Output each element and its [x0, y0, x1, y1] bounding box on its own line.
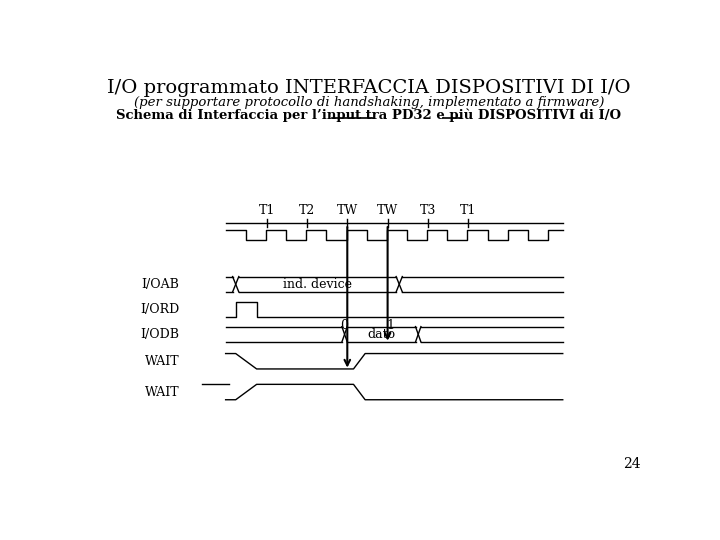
- Text: dato: dato: [367, 328, 395, 341]
- Text: Schema di Interfaccia per l’input tra PD32 e più DISPOSITIVI di I/O: Schema di Interfaccia per l’input tra PD…: [117, 109, 621, 122]
- Text: T2: T2: [299, 204, 315, 217]
- Text: 24: 24: [623, 457, 640, 471]
- Text: WAIT: WAIT: [145, 355, 179, 368]
- Text: T1: T1: [460, 204, 477, 217]
- Text: T1: T1: [258, 204, 275, 217]
- Text: Schema di Interfaccia per l’input tra PD32 e più DISPOSITIVI di I/O: Schema di Interfaccia per l’input tra PD…: [0, 539, 1, 540]
- Text: I/OAB: I/OAB: [141, 278, 179, 291]
- Text: 1: 1: [387, 319, 395, 332]
- Text: WAIT: WAIT: [0, 539, 1, 540]
- Text: 0: 0: [341, 319, 348, 332]
- Text: I/ORD: I/ORD: [140, 303, 179, 316]
- Text: (per supportare protocollo di handshaking, implementato a firmware): (per supportare protocollo di handshakin…: [134, 96, 604, 109]
- Text: TW: TW: [337, 204, 358, 217]
- Text: TW: TW: [377, 204, 398, 217]
- Text: I/ODB: I/ODB: [140, 328, 179, 341]
- Text: T3: T3: [420, 204, 436, 217]
- Text: ind. device: ind. device: [283, 278, 352, 291]
- Text: WAIT: WAIT: [145, 386, 179, 399]
- Text: I/O programmato INTERFACCIA DISPOSITIVI DI I/O: I/O programmato INTERFACCIA DISPOSITIVI …: [107, 79, 631, 97]
